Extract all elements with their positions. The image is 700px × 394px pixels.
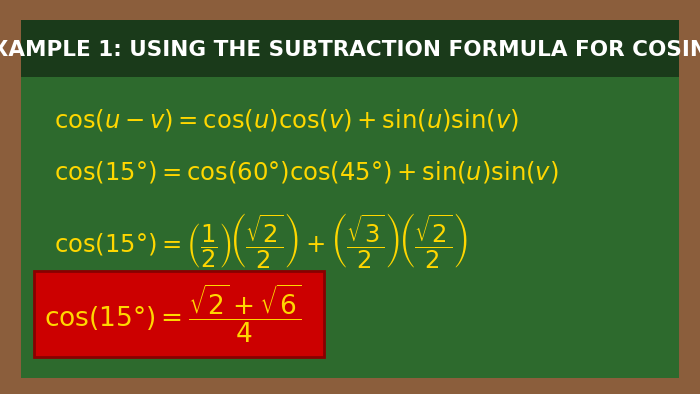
- Text: $\cos(15°) = \left(\dfrac{1}{2}\right)\!\left(\dfrac{\sqrt{2}}{2}\right) + \left: $\cos(15°) = \left(\dfrac{1}{2}\right)\!…: [54, 211, 468, 270]
- Text: $\cos(15°) = \cos(60°)\cos(45°) + \sin(u)\sin(v)$: $\cos(15°) = \cos(60°)\cos(45°) + \sin(u…: [54, 159, 559, 185]
- Text: $\cos(15°) = \dfrac{\sqrt{2} + \sqrt{6}}{4}$: $\cos(15°) = \dfrac{\sqrt{2} + \sqrt{6}}…: [43, 282, 301, 345]
- Text: EXAMPLE 1: USING THE SUBTRACTION FORMULA FOR COSINE: EXAMPLE 1: USING THE SUBTRACTION FORMULA…: [0, 40, 700, 60]
- FancyBboxPatch shape: [21, 20, 679, 77]
- Text: $\cos(u - v) = \cos(u)\cos(v) + \sin(u)\sin(v)$: $\cos(u - v) = \cos(u)\cos(v) + \sin(u)\…: [54, 107, 519, 133]
- FancyBboxPatch shape: [21, 20, 679, 378]
- FancyBboxPatch shape: [34, 271, 323, 357]
